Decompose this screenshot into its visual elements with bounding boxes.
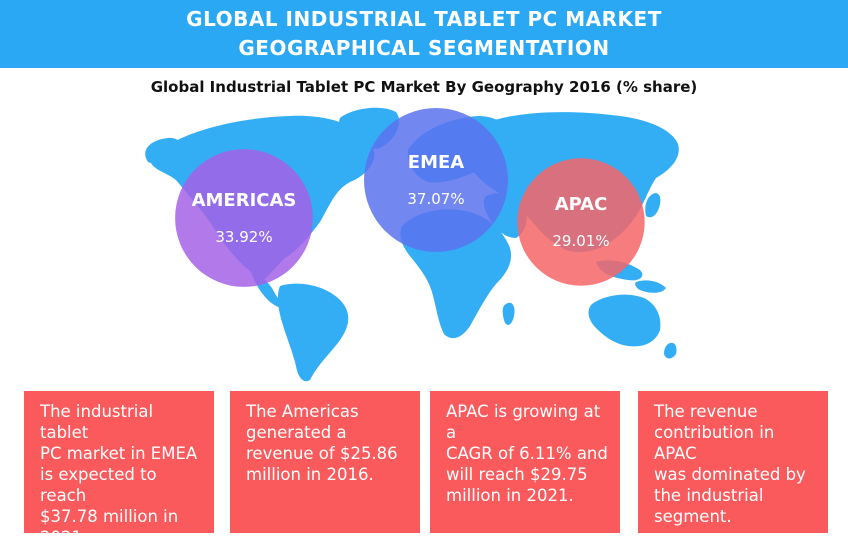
bubble-emea-circle	[364, 108, 508, 252]
info-card-apac-growth-text: APAC is growing at a CAGR of 6.11% and w…	[446, 402, 608, 505]
bubble-emea-value: 37.07%	[407, 190, 464, 208]
bubble-apac: APAC 29.01%	[517, 158, 645, 286]
madagascar-shape	[502, 302, 515, 325]
info-card-americas: The Americas generated a revenue of $25.…	[230, 391, 420, 533]
australia-shape	[588, 294, 661, 347]
japan-shape	[645, 193, 661, 218]
info-card-apac-segment: The revenue contribution in APAC was dom…	[638, 391, 828, 533]
bubble-apac-value: 29.01%	[552, 232, 609, 250]
info-card-apac-growth: APAC is growing at a CAGR of 6.11% and w…	[430, 391, 620, 533]
new-guinea-shape	[635, 280, 666, 293]
alaska-shape	[145, 137, 182, 164]
header-banner: GLOBAL INDUSTRIAL TABLET PC MARKET GEOGR…	[0, 0, 848, 68]
header-title-line1: GLOBAL INDUSTRIAL TABLET PC MARKET	[186, 7, 662, 31]
bubble-emea-name: EMEA	[408, 152, 465, 173]
header-title-line2: GEOGRAPHICAL SEGMENTATION	[238, 36, 610, 60]
chart-title: Global Industrial Tablet PC Market By Ge…	[150, 78, 698, 96]
bubble-emea: EMEA 37.07%	[364, 108, 508, 252]
bubble-apac-circle	[517, 158, 645, 286]
south-america-shape	[277, 283, 349, 382]
new-zealand-shape	[664, 342, 677, 359]
bubble-apac-name: APAC	[555, 194, 608, 215]
bubble-americas-value: 33.92%	[215, 228, 272, 246]
info-card-americas-text: The Americas generated a revenue of $25.…	[246, 402, 398, 484]
bubble-americas-name: AMERICAS	[192, 190, 297, 211]
info-card-emea-text: The industrial tablet PC market in EMEA …	[40, 402, 198, 547]
info-card-emea: The industrial tablet PC market in EMEA …	[24, 391, 214, 547]
info-card-apac-segment-text: The revenue contribution in APAC was dom…	[654, 402, 806, 526]
bubble-americas: AMERICAS 33.92%	[175, 149, 313, 287]
bubble-americas-circle	[175, 149, 313, 287]
